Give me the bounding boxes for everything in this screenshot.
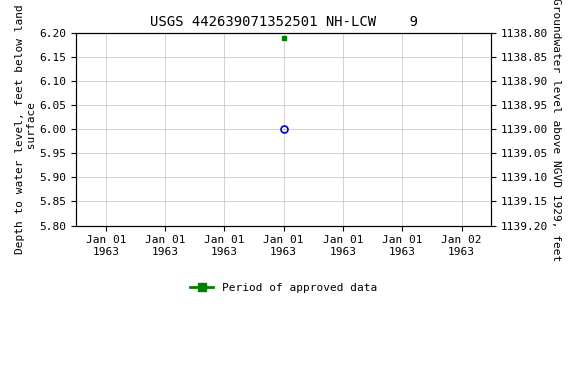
Legend: Period of approved data: Period of approved data xyxy=(186,278,381,297)
Y-axis label: Groundwater level above NGVD 1929, feet: Groundwater level above NGVD 1929, feet xyxy=(551,0,561,261)
Title: USGS 442639071352501 NH-LCW    9: USGS 442639071352501 NH-LCW 9 xyxy=(150,15,418,29)
Y-axis label: Depth to water level, feet below land
 surface: Depth to water level, feet below land su… xyxy=(15,4,37,254)
